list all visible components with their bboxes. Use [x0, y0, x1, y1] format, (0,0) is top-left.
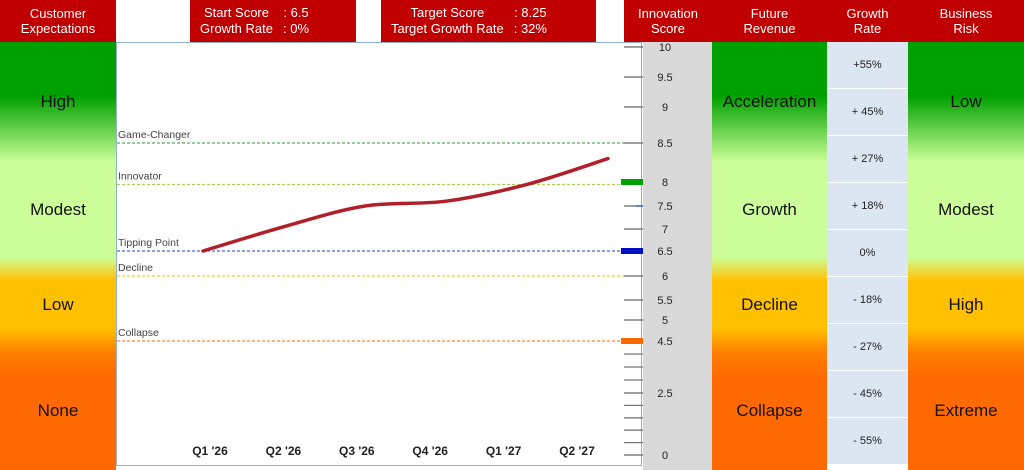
threshold-label: Collapse: [118, 327, 159, 339]
revenue-band-growth: Growth: [712, 162, 827, 257]
header-customer-expectations: Customer Expectations: [0, 0, 116, 42]
x-tick-label: Q2 '27: [559, 444, 595, 458]
y-tick-label: 10: [659, 42, 671, 54]
y-tick-label: 2.5: [657, 388, 672, 400]
y-tick-label: 7: [662, 224, 668, 236]
threshold-label: Innovator: [118, 170, 162, 182]
customer-band-none-label: None: [37, 401, 79, 420]
revenue-band-collapse-label: Collapse: [736, 401, 803, 420]
growth-rate-value: + 18%: [851, 200, 884, 212]
header-growth-rate: Growth Rate: [827, 0, 908, 42]
y-tick-label: 0: [662, 450, 668, 462]
risk-band-modest: Modest: [908, 162, 1024, 257]
revenue-band-collapse: Collapse: [712, 352, 827, 470]
growth-rate-cell: - 27%: [827, 324, 908, 371]
y-tick-label: 6.5: [657, 246, 672, 258]
customer-band-high: High: [0, 42, 116, 162]
growth-rate-value: 0%: [859, 247, 876, 259]
y-tick-label: 7.5: [657, 201, 672, 213]
header-future-revenue: Future Revenue: [712, 0, 827, 42]
score-marker: [621, 179, 643, 185]
revenue-band-growth-label: Growth: [742, 199, 797, 219]
growth-rate-cell: - 55%: [827, 418, 908, 465]
header-innovation-score: Innovation Score: [624, 0, 712, 42]
x-axis-labels: Q1 '26 Q2 '26 Q3 '26 Q4 '26 Q1 '27 Q2 '27: [192, 444, 595, 458]
growth-rate-value: - 27%: [853, 341, 882, 353]
customer-band-modest: Modest: [0, 162, 116, 257]
score-markers: [621, 179, 643, 344]
x-tick-label: Q2 '26: [266, 444, 302, 458]
threshold-label: Tipping Point: [118, 237, 179, 249]
header-business-risk: Business Risk: [908, 0, 1024, 42]
customer-band-high-label: High: [40, 92, 76, 111]
growth-rate-value: + 45%: [851, 106, 884, 118]
risk-band-extreme: Extreme: [908, 352, 1024, 470]
growth-rate-label: Growth Rate: [200, 21, 273, 36]
risk-band-high: High: [908, 257, 1024, 352]
header-customer-expectations-label: Customer Expectations: [20, 6, 96, 36]
header-future-revenue-label: Future Revenue: [743, 6, 796, 36]
header-business-risk-label: Business Risk: [939, 6, 993, 36]
growth-rate-cell: - 18%: [827, 277, 908, 324]
header-innovation-score-label: Innovation Score: [638, 6, 698, 36]
x-tick-label: Q1 '26: [192, 444, 228, 458]
risk-band-modest-label: Modest: [938, 199, 994, 219]
y-tick-label: 8.5: [657, 138, 672, 150]
score-scale: 10 9.5 9 8.5 8 7.5 7 6.5 6 5.5 5 4.5 2.5 0: [624, 42, 673, 462]
growth-rate-value: - 55%: [853, 435, 882, 447]
growth-rate-cell: 0%: [827, 230, 908, 277]
x-tick-label: Q1 '27: [486, 444, 522, 458]
growth-rate-cell: + 27%: [827, 136, 908, 183]
risk-band-high-label: High: [948, 294, 984, 314]
score-marker: [621, 248, 643, 254]
threshold-label: Decline: [118, 262, 153, 274]
risk-band-low-label: Low: [950, 92, 982, 111]
growth-rate-value: : 0%: [282, 21, 309, 36]
target-info-panel: Target Score : 8.25 Target Growth Rate :…: [381, 0, 596, 42]
target-growth-label: Target Growth Rate: [391, 21, 504, 36]
x-tick-label: Q4 '26: [412, 444, 448, 458]
x-tick-label: Q3 '26: [339, 444, 375, 458]
score-marker: [621, 338, 643, 344]
score-scale-background: [643, 42, 712, 470]
revenue-band-decline-label: Decline: [741, 294, 798, 314]
growth-rate-value: +55%: [853, 59, 882, 71]
y-tick-label: 4.5: [657, 336, 672, 348]
growth-rate-value: - 18%: [853, 294, 882, 306]
target-score-label: Target Score: [410, 5, 485, 20]
customer-band-modest-label: Modest: [30, 199, 86, 219]
series-line: [201, 156, 610, 253]
target-score-value: : 8.25: [514, 5, 547, 20]
risk-band-low: Low: [908, 42, 1024, 162]
y-tick-label: 9: [662, 102, 668, 114]
growth-rate-value: - 45%: [853, 388, 882, 400]
plot-area: [116, 42, 642, 466]
customer-band-low: Low: [0, 257, 116, 352]
start-info-panel: Start Score : 6.5 Growth Rate : 0%: [190, 0, 356, 42]
y-tick-label: 8: [662, 177, 668, 189]
revenue-band-acceleration: Acceleration: [712, 42, 827, 162]
growth-rate-value: + 27%: [851, 153, 884, 165]
growth-rate-cell: - 45%: [827, 371, 908, 418]
growth-rate-cell: + 18%: [827, 183, 908, 230]
revenue-band-acceleration-label: Acceleration: [722, 92, 817, 111]
header-growth-rate-label: Growth Rate: [846, 6, 889, 36]
y-tick-label: 5: [662, 315, 668, 327]
threshold-label: Game-Changer: [118, 129, 191, 141]
threshold-lines: Game-Changer Innovator Tipping Point Declin…: [117, 129, 641, 342]
start-score-label: Start Score: [203, 5, 269, 20]
y-tick-label: 5.5: [657, 295, 672, 307]
growth-rate-cell: +55%: [827, 42, 908, 89]
y-tick-label: 6: [662, 271, 668, 283]
risk-band-extreme-label: Extreme: [934, 401, 998, 420]
y-tick-label: 9.5: [657, 72, 672, 84]
series-lines: [201, 156, 610, 253]
target-growth-value: : 32%: [513, 21, 547, 36]
customer-band-none: None: [0, 352, 116, 470]
customer-band-low-label: Low: [42, 294, 74, 314]
start-score-value: : 6.5: [283, 5, 309, 20]
growth-rate-cell: + 45%: [827, 89, 908, 136]
revenue-band-decline: Decline: [712, 257, 827, 352]
